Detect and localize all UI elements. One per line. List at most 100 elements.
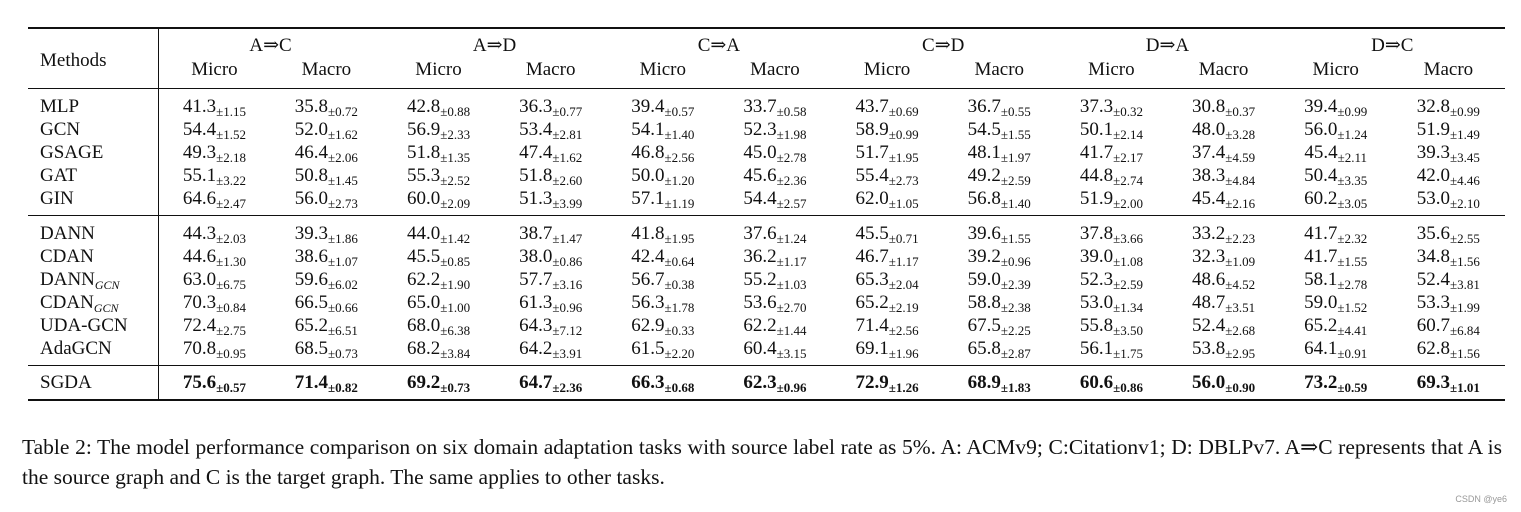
score-std: ±0.58: [776, 104, 807, 119]
score-std: ±2.25: [1000, 323, 1031, 338]
score-mean: 45.4: [1304, 142, 1338, 163]
score-std: ±1.00: [440, 300, 471, 315]
score-std: ±6.51: [328, 323, 358, 338]
score-cell: 49.3±2.18: [158, 141, 270, 164]
score-std: ±2.74: [1113, 173, 1143, 188]
score-mean: 53.4: [519, 119, 553, 140]
score-cell: 52.4±2.68: [1167, 314, 1279, 337]
table-row: DANNGCN 63.0±6.75 59.6±6.02 62.2±1.90 57.7±3…: [28, 268, 1505, 291]
score-cell: 42.0±4.46: [1392, 164, 1505, 187]
score-cell: 56.9±2.33: [382, 118, 494, 141]
score-cell: 72.4±2.75: [158, 314, 270, 337]
score-cell: 34.8±1.56: [1392, 245, 1505, 268]
score-mean: 66.5: [294, 292, 329, 313]
score-std: ±0.91: [1337, 346, 1368, 361]
score-std: ±3.50: [1113, 323, 1143, 338]
score-std: ±4.52: [1225, 277, 1256, 292]
score-cell: 60.2±3.05: [1280, 187, 1392, 216]
score-mean: 55.8: [1079, 315, 1114, 336]
micro-header: Micro: [415, 59, 462, 80]
score-cell: 56.3±1.78: [607, 291, 719, 314]
score-cell: 41.7±2.17: [1055, 141, 1167, 164]
score-cell: 59.0±1.52: [1280, 291, 1392, 314]
score-mean: 72.4: [182, 315, 217, 336]
header-row-metrics: Micro Macro Micro Macro Micro Macro Micr…: [28, 58, 1505, 89]
score-cell: 56.0±2.73: [270, 187, 382, 216]
score-mean: 55.3: [406, 165, 441, 186]
macro-header: Macro: [974, 59, 1025, 80]
score-cell: 55.1±3.22: [158, 164, 270, 187]
score-std: ±2.03: [216, 231, 247, 246]
task-header: C⇒A: [606, 27, 832, 58]
score-std: ±2.36: [776, 173, 807, 188]
score-std: ±2.60: [552, 173, 583, 188]
score-std: ±1.40: [664, 127, 695, 142]
score-mean: 32.3: [1191, 246, 1226, 267]
score-std: ±0.33: [664, 323, 695, 338]
score-mean: 42.8: [406, 96, 441, 117]
score-std: ±4.41: [1337, 323, 1368, 338]
score-std: ±1.96: [888, 346, 919, 361]
score-mean: 50.0: [631, 165, 665, 186]
score-cell: 55.3±2.52: [382, 164, 494, 187]
score-mean: 54.1: [631, 119, 665, 140]
score-std: ±1.19: [664, 196, 695, 211]
table-row: GIN 64.6±2.47 56.0±2.73 60.0±2.09 51.3±3.99 5…: [28, 187, 1505, 216]
score-std: ±0.66: [328, 300, 358, 315]
score-cell: 39.0±1.08: [1055, 245, 1167, 268]
score-std: ±1.17: [776, 254, 807, 269]
score-mean: 49.3: [182, 142, 217, 163]
score-mean: 64.6: [182, 188, 217, 209]
score-mean: 56.8: [967, 188, 1001, 209]
score-mean: 62.9: [631, 315, 665, 336]
score-cell: 46.4±2.06: [270, 141, 382, 164]
score-std: ±1.01: [1450, 380, 1480, 395]
score-cell: 30.8±0.37: [1167, 88, 1280, 118]
score-std: ±2.57: [776, 196, 807, 211]
score-mean: 44.8: [1079, 165, 1114, 186]
score-cell: 41.7±1.55: [1280, 245, 1392, 268]
score-mean: 53.3: [1416, 292, 1451, 313]
score-std: ±2.47: [216, 196, 247, 211]
macro-header: Macro: [1198, 59, 1249, 80]
score-std: ±1.52: [216, 127, 247, 142]
score-mean: 65.8: [967, 338, 1001, 359]
score-mean: 54.4: [743, 188, 777, 209]
score-std: ±1.99: [1450, 300, 1480, 315]
score-cell: 35.8±0.72: [270, 88, 383, 118]
score-cell: 68.2±3.84: [382, 337, 494, 366]
score-mean: 65.2: [294, 315, 329, 336]
score-cell: 37.6±1.24: [718, 215, 832, 245]
score-mean: 38.3: [1191, 165, 1226, 186]
score-std: ±3.51: [1225, 300, 1256, 315]
micro-header: Micro: [191, 59, 238, 80]
score-mean: 67.5: [967, 315, 1001, 336]
score-std: ±2.95: [1225, 346, 1256, 361]
score-mean: 60.0: [406, 188, 441, 209]
task-header: A⇒D: [382, 27, 607, 58]
score-cell: 37.8±3.66: [1055, 215, 1168, 245]
score-cell: 65.3±2.04: [831, 268, 943, 291]
score-std: ±0.73: [440, 380, 471, 395]
method-name: GSAGE: [28, 141, 159, 164]
score-cell: 70.3±0.84: [158, 291, 270, 314]
score-mean: 51.8: [406, 142, 441, 163]
method-label: UDA-GCN: [40, 315, 128, 336]
score-mean: 41.8: [631, 223, 665, 244]
score-mean: 61.3: [519, 292, 553, 313]
score-std: ±0.90: [1225, 380, 1256, 395]
score-std: ±1.26: [888, 380, 919, 395]
score-mean: 47.4: [519, 142, 553, 163]
score-cell: 45.0±2.78: [719, 141, 831, 164]
score-std: ±6.02: [328, 277, 358, 292]
score-mean: 36.3: [519, 96, 553, 117]
score-std: ±2.73: [888, 173, 919, 188]
score-cell: 51.9±1.49: [1392, 118, 1505, 141]
score-cell: 57.7±3.16: [495, 268, 607, 291]
score-mean: 51.8: [519, 165, 553, 186]
score-mean: 44.3: [182, 223, 217, 244]
score-mean: 55.4: [855, 165, 889, 186]
score-cell: 56.7±0.38: [607, 268, 719, 291]
score-std: ±1.95: [664, 231, 695, 246]
score-std: ±0.32: [1113, 104, 1143, 119]
